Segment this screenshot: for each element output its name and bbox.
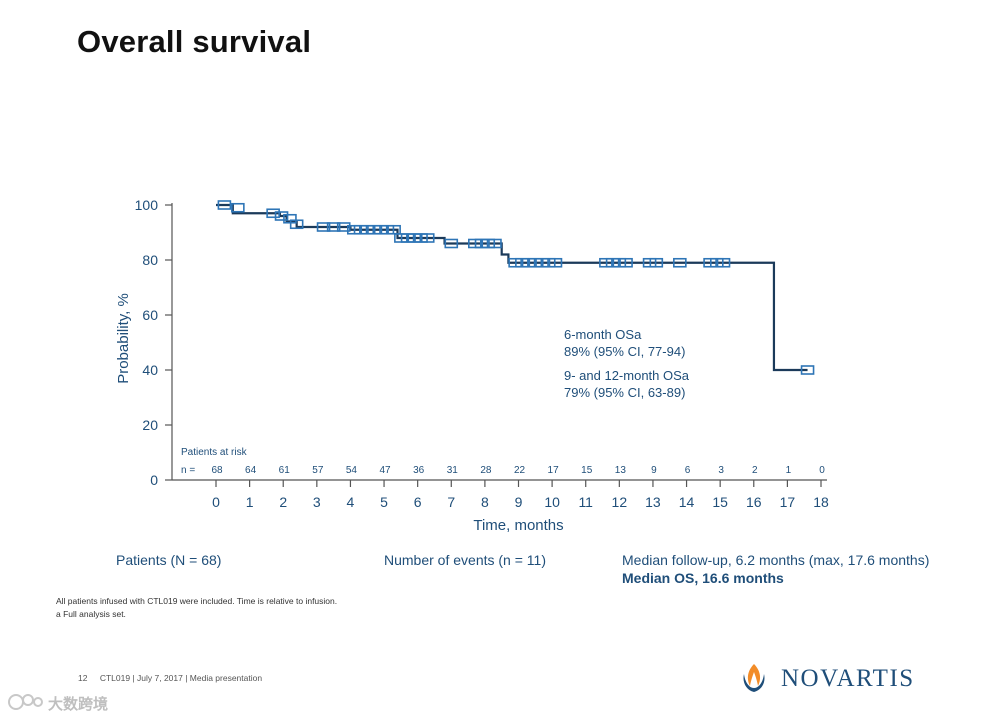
censor-mark — [266, 208, 280, 219]
y-tick-label: 0 — [150, 472, 158, 488]
chart-axes: Time, months Probability, % — [115, 203, 827, 534]
os-annotations: 6-month OSa 89% (95% CI, 77-94) 9- and 12-… — [564, 327, 690, 400]
censor-mark — [800, 365, 815, 375]
y-tick-label: 100 — [135, 197, 159, 213]
os-6m-value: 89% (95% CI, 77-94) — [564, 344, 685, 359]
risk-count: 0 — [819, 465, 825, 476]
x-axis-label: Time, months — [473, 517, 563, 534]
risk-count: 28 — [480, 465, 492, 476]
censor-mark — [326, 222, 341, 232]
censor-mark — [716, 257, 731, 268]
x-tick-label: 3 — [313, 494, 321, 510]
risk-count: 15 — [581, 465, 593, 476]
risk-count: 3 — [718, 465, 724, 476]
x-tick-label: 14 — [679, 494, 695, 510]
censor-mark — [619, 257, 633, 268]
slide-footer: 12 CTL019 | July 7, 2017 | Media present… — [78, 673, 272, 683]
x-tick-label: 4 — [347, 494, 355, 510]
footnote-analysis-set: a Full analysis set. — [56, 609, 126, 619]
risk-count: 2 — [752, 465, 758, 476]
x-tick-label: 15 — [712, 494, 728, 510]
x-tick-label: 5 — [380, 494, 388, 510]
censor-mark — [217, 200, 232, 210]
x-tick-label: 7 — [447, 494, 455, 510]
os-9-12m-value: 79% (95% CI, 63-89) — [564, 385, 685, 400]
x-tick-label: 8 — [481, 494, 489, 510]
x-tick-label: 6 — [414, 494, 422, 510]
risk-count: 47 — [379, 465, 391, 476]
risk-count: 22 — [514, 465, 526, 476]
risk-count: 64 — [245, 465, 257, 476]
x-tick-label: 13 — [645, 494, 661, 510]
median-os-summary: Median OS, 16.6 months — [622, 570, 784, 586]
footer-text: CTL019 | July 7, 2017 | Media presentati… — [99, 673, 263, 683]
censor-marks-layer — [217, 200, 815, 375]
x-tick-label: 1 — [246, 494, 254, 510]
censor-mark — [444, 238, 459, 249]
x-tick-label: 16 — [746, 494, 762, 510]
x-tick-label: 11 — [578, 494, 593, 510]
risk-count: 6 — [685, 465, 691, 476]
risk-count: 13 — [615, 465, 627, 476]
x-tick-label: 17 — [780, 494, 796, 510]
risk-count: 54 — [346, 465, 358, 476]
novartis-logo-text: NOVARTIS — [781, 665, 915, 692]
risk-count: 68 — [211, 465, 223, 476]
censor-mark — [548, 257, 563, 268]
risk-count: 17 — [548, 465, 560, 476]
risk-count: 1 — [786, 465, 792, 476]
risk-table-title: Patients at risk — [181, 447, 248, 458]
censor-mark — [316, 222, 331, 232]
censor-mark — [420, 233, 435, 243]
km-curve-line — [216, 203, 808, 372]
os-9-12m-label: 9- and 12-month OSa — [564, 368, 690, 383]
km-curve-layer — [216, 203, 808, 372]
risk-table-prefix: n = — [181, 465, 195, 476]
risk-count: 57 — [312, 465, 324, 476]
y-tick-label: 80 — [142, 252, 158, 268]
watermark-text: 大数跨境 — [48, 696, 109, 713]
followup-summary: Median follow-up, 6.2 months (max, 17.6 … — [622, 552, 930, 568]
censor-mark — [673, 257, 687, 268]
page-number: 12 — [78, 673, 88, 683]
censor-mark — [274, 211, 289, 221]
x-tick-label: 2 — [279, 494, 287, 510]
risk-count: 9 — [651, 465, 657, 476]
x-tick-label: 9 — [515, 494, 523, 510]
events-summary: Number of events (n = 11) — [384, 552, 546, 568]
y-tick-label: 60 — [142, 307, 158, 323]
x-tick-label: 12 — [612, 494, 628, 510]
y-tick-label: 40 — [142, 362, 158, 378]
x-tick-label: 10 — [544, 494, 560, 510]
censor-mark — [649, 257, 664, 268]
censor-mark — [289, 219, 304, 230]
x-tick-label: 0 — [212, 494, 220, 510]
y-axis-label: Probability, % — [115, 293, 132, 384]
censor-mark — [336, 222, 351, 232]
novartis-flame-icon — [743, 664, 765, 692]
watermark-logo-icon — [8, 694, 43, 710]
x-tick-label: 18 — [813, 494, 829, 510]
risk-count: 31 — [447, 465, 459, 476]
footnote-infusion: All patients infused with CTL019 were in… — [56, 596, 338, 606]
risk-count: 36 — [413, 465, 425, 476]
slide-title: Overall survival — [77, 24, 312, 59]
censor-mark — [231, 202, 245, 213]
os-6m-label: 6-month OSa — [564, 327, 642, 342]
patients-summary: Patients (N = 68) — [116, 552, 222, 568]
y-tick-label: 20 — [142, 417, 158, 433]
risk-count: 61 — [279, 465, 291, 476]
censor-mark — [488, 238, 502, 249]
